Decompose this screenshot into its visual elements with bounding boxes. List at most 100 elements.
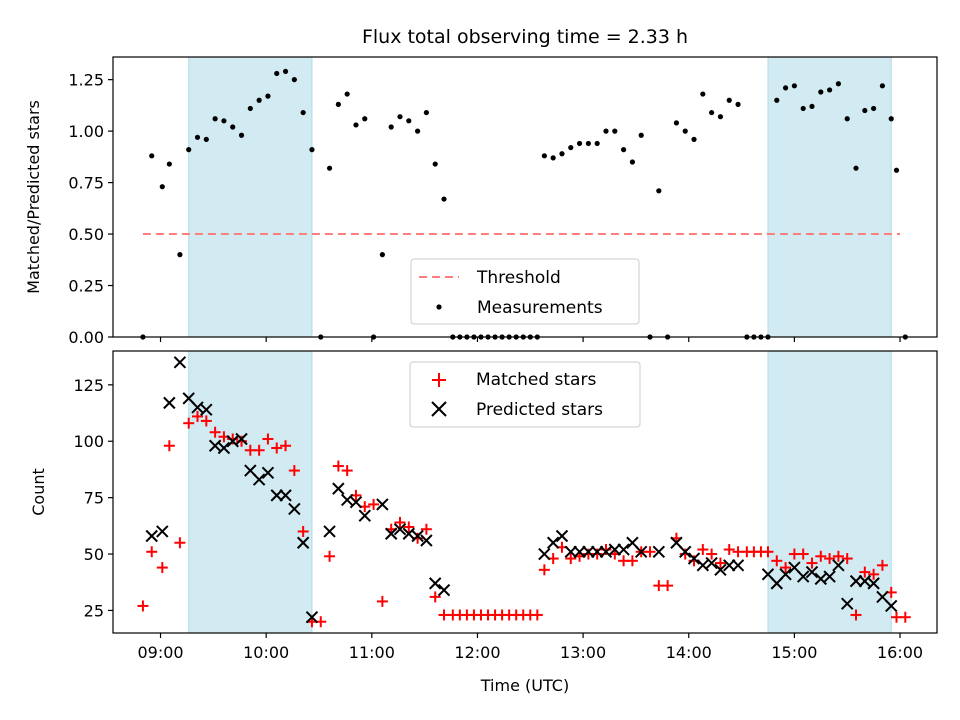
predicted-star-point (617, 543, 630, 556)
measurement-point (568, 144, 574, 151)
matched-star-point (832, 550, 844, 562)
predicted-star-point (705, 556, 718, 570)
measurement-point (862, 107, 868, 114)
measurement-point (291, 77, 297, 83)
y-tick-label: 1.25 (68, 71, 104, 90)
measurement-point (344, 91, 350, 97)
matched-star-point (262, 433, 274, 445)
matched-star-point (644, 546, 656, 558)
matched-star-point (192, 410, 204, 422)
predicted-star-point (420, 534, 433, 547)
predicted-star-point (840, 597, 854, 610)
matched-star-point (771, 555, 783, 567)
measurement-point (656, 188, 662, 194)
measurement-point (844, 116, 850, 122)
predicted-star-point (538, 547, 551, 561)
measurement-point (166, 161, 172, 167)
shaded-interval-1 (188, 56, 313, 338)
predicted-star-point (270, 489, 283, 502)
predicted-star-point (288, 502, 301, 516)
matched-star-point (280, 440, 292, 452)
measurement-point (256, 97, 262, 103)
measurement-point (265, 93, 271, 99)
measurement-point (871, 105, 877, 112)
y-tick-label: 0.00 (68, 328, 104, 347)
matched-star-point (868, 568, 880, 580)
shaded-interval-2 (767, 350, 892, 634)
measurement-point (247, 105, 253, 112)
measurement-point (576, 140, 583, 147)
measurement-point (879, 83, 886, 89)
predicted-star-point (323, 525, 336, 538)
predicted-star-point (608, 543, 622, 556)
predicted-star-point (411, 529, 424, 543)
measurement-point (274, 70, 280, 77)
measurement-point (379, 252, 385, 258)
x-tick-label: 11:00 (349, 643, 395, 662)
predicted-star-point (832, 559, 845, 572)
x-tick-label: 12:00 (454, 643, 500, 662)
measurement-point (159, 184, 165, 190)
measurement-point (406, 118, 412, 124)
matched-star-point (420, 523, 432, 535)
predicted-star-point (384, 527, 398, 540)
matched-star-point (662, 580, 674, 592)
legend-predicted-label: Predicted stars (476, 400, 603, 420)
measurement-point (791, 83, 797, 89)
predicted-star-point (590, 545, 604, 558)
measurement-point (800, 105, 806, 112)
predicted-star-point (555, 529, 569, 543)
predicted-star-point (858, 574, 872, 588)
measurement-point (826, 87, 833, 93)
predicted-star-point (723, 559, 736, 572)
predicted-star-point (145, 529, 158, 543)
matched-star-point (394, 516, 406, 528)
top-x-ticks (159, 337, 901, 342)
measurement-point (809, 103, 815, 110)
predicted-star-point (573, 545, 586, 558)
predicted-star-point (437, 583, 451, 597)
measurement-point (194, 134, 201, 140)
predicted-star-point (428, 577, 442, 590)
matched-star-point (368, 498, 380, 510)
measurement-point (888, 116, 894, 122)
bottom-plot-frame (112, 350, 938, 634)
predicted-star-point (340, 493, 354, 507)
measurement-point (774, 97, 780, 103)
legend-threshold-label: Threshold (476, 268, 561, 288)
legend-matched-label: Matched stars (476, 370, 596, 390)
predicted-star-point (296, 536, 310, 549)
measurement-point (177, 252, 183, 258)
measurement-point (603, 128, 609, 134)
shaded-interval-1 (188, 350, 313, 634)
predicted-star-point (376, 498, 389, 511)
matched-star-point (762, 546, 774, 558)
matched-star-point (626, 555, 638, 567)
y-tick-label: 75 (84, 489, 104, 508)
measurement-point (726, 97, 732, 103)
predicted-star-point (393, 523, 407, 536)
chart-title: Flux total observing time = 2.33 h (362, 26, 688, 48)
measurement-point (594, 140, 600, 147)
predicted-star-point (714, 563, 727, 577)
matched-star-point (341, 465, 353, 477)
matched-star-point (332, 460, 344, 472)
predicted-star-point (679, 545, 692, 558)
y-tick-label: 125 (73, 376, 104, 395)
matched-star-point (174, 537, 186, 549)
legend-predicted-swatch (431, 401, 447, 417)
y-tick-label: 1.00 (68, 122, 104, 141)
measurement-point (186, 147, 192, 153)
matched-star-point (324, 550, 336, 562)
matched-star-point (403, 521, 415, 533)
measurement-point (388, 124, 394, 130)
matched-star-point (156, 562, 168, 574)
predicted-star-point (823, 570, 836, 583)
predicted-star-point (252, 473, 266, 486)
predicted-star-point (226, 435, 239, 448)
measurement-point (423, 109, 430, 116)
legend-matched-swatch (432, 373, 446, 387)
predicted-star-point (599, 545, 613, 558)
measurement-point (326, 165, 333, 171)
predicted-star-point (582, 545, 595, 558)
